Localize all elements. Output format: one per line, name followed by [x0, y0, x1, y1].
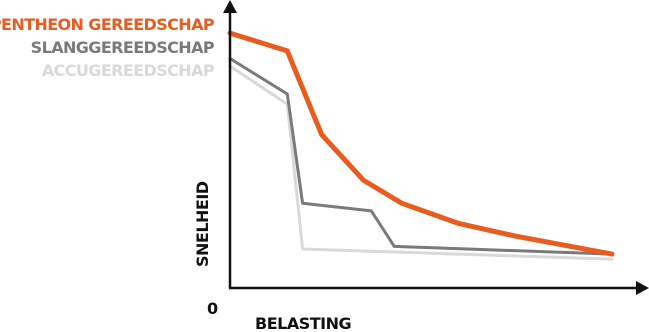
x-axis — [229, 281, 649, 295]
series-line-2 — [228, 57, 614, 256]
x-axis-label: BELASTING — [255, 314, 351, 332]
y-axis-arrow-icon — [223, 0, 237, 13]
y-axis-label: SNELHEID — [193, 181, 212, 267]
y-axis — [223, 0, 237, 288]
series-line-3 — [228, 64, 614, 261]
x-axis-arrow-icon — [636, 281, 649, 295]
legend-entry-1: PENTHEON GEREEDSCHAP — [0, 15, 215, 34]
legend-entry-2: SLANGGEREEDSCHAP — [31, 38, 215, 57]
series-layer — [227, 30, 615, 261]
origin-label: 0 — [207, 299, 218, 318]
legend: PENTHEON GEREEDSCHAP SLANGGEREEDSCHAP ACCU… — [0, 15, 215, 80]
legend-entry-3: ACCUGEREEDSCHAP — [42, 61, 215, 80]
series-line-1 — [227, 30, 615, 257]
